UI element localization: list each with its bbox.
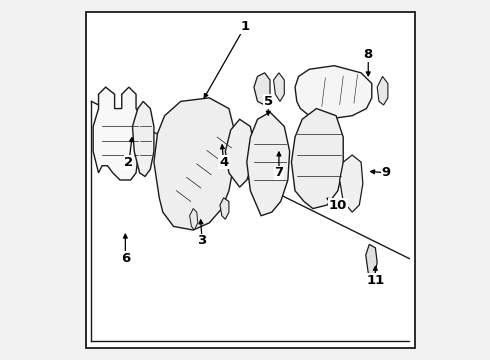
Polygon shape	[377, 76, 388, 105]
Text: 1: 1	[241, 20, 249, 33]
Polygon shape	[247, 112, 290, 216]
Polygon shape	[93, 87, 143, 180]
Polygon shape	[154, 98, 234, 230]
Text: 6: 6	[121, 252, 130, 265]
Text: 10: 10	[329, 198, 347, 212]
Text: 2: 2	[124, 156, 133, 168]
Polygon shape	[190, 208, 198, 230]
Polygon shape	[220, 198, 229, 219]
Text: 5: 5	[264, 95, 273, 108]
Polygon shape	[340, 155, 363, 212]
Text: 9: 9	[382, 166, 391, 179]
Text: 4: 4	[219, 156, 228, 168]
Text: 8: 8	[364, 49, 373, 62]
Polygon shape	[292, 109, 343, 208]
Polygon shape	[254, 73, 270, 105]
Polygon shape	[273, 73, 284, 102]
Text: 11: 11	[366, 274, 385, 287]
Polygon shape	[132, 102, 154, 176]
Polygon shape	[295, 66, 372, 119]
Text: 3: 3	[197, 234, 207, 247]
Polygon shape	[225, 119, 254, 187]
Polygon shape	[366, 244, 377, 276]
Text: 7: 7	[274, 166, 284, 179]
